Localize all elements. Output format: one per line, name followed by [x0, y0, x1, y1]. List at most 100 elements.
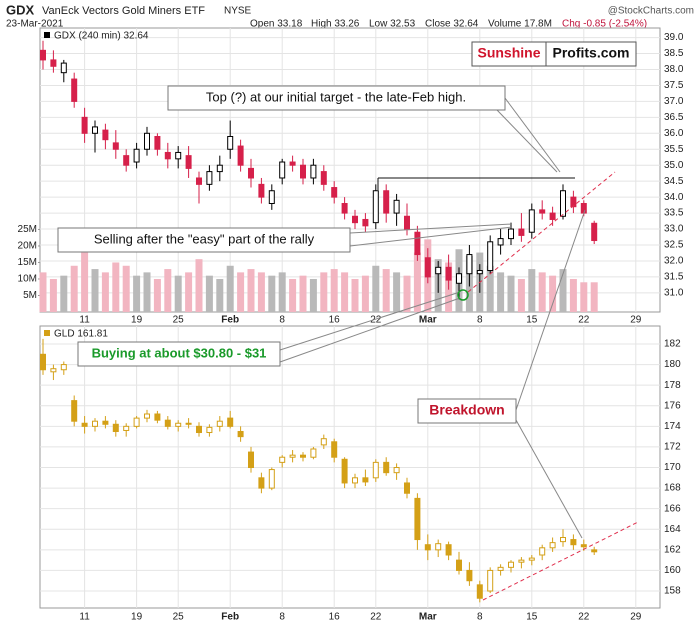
x-tick-label: 8	[477, 612, 483, 623]
volume-tick-label: 10M	[18, 274, 37, 285]
candle-body	[144, 413, 150, 419]
candle-body	[320, 438, 327, 446]
candle-body	[549, 212, 556, 220]
y-tick-label: 31.5	[664, 272, 684, 283]
candle-body	[539, 547, 546, 556]
candle-body	[112, 142, 119, 150]
candle-body	[258, 477, 265, 489]
x-tick-label: 29	[630, 612, 642, 623]
y-tick-label: 158	[664, 586, 681, 597]
y-tick-label: 182	[664, 339, 681, 350]
candle-body	[60, 62, 67, 74]
candle-body	[310, 164, 317, 179]
legend-swatch	[44, 32, 50, 38]
volume-bar	[174, 275, 182, 312]
y-tick-label: 38.0	[664, 64, 684, 75]
plot-frame	[39, 325, 661, 609]
candle-body	[528, 557, 535, 561]
y-tick-label: 174	[664, 421, 681, 432]
candle-body	[196, 425, 202, 434]
x-tick-label: 8	[477, 315, 483, 326]
volume-bar	[330, 269, 338, 312]
candle-body	[279, 161, 286, 179]
volume-bar	[60, 275, 68, 312]
volume-tick-label: 5M	[23, 290, 37, 301]
volume-bar	[341, 272, 349, 312]
candle-body	[227, 417, 234, 427]
source: @StockCharts.com	[608, 6, 694, 17]
y-tick-label: 33.5	[664, 208, 684, 219]
y-tick-label: 170	[664, 462, 681, 473]
candle-body	[300, 164, 306, 179]
callout-text: Top (?) at our initial target - the late…	[206, 89, 466, 104]
candle-body	[206, 171, 213, 185]
y-tick-label: 172	[664, 442, 681, 453]
candle-body	[560, 537, 566, 543]
header: GDX VanEck Vectors Gold Miners ETF NYSE …	[6, 2, 694, 29]
y-tick-label: 162	[664, 544, 681, 555]
candle-body	[383, 190, 390, 214]
candle-body	[50, 368, 57, 373]
y-tick-label: 38.5	[664, 48, 684, 59]
candle-body	[102, 129, 109, 141]
candle-body	[81, 422, 88, 427]
candle-body	[81, 116, 88, 134]
candle-body	[331, 441, 338, 458]
candle-body	[352, 477, 358, 484]
x-tick-label: 22	[370, 612, 382, 623]
candle-body	[268, 469, 275, 489]
volume-bar	[549, 275, 557, 312]
candle-body	[560, 190, 566, 217]
pointer	[504, 97, 561, 173]
candle-body	[591, 222, 598, 242]
volume-bar	[528, 269, 536, 312]
callout-text: Selling after the "easy" part of the ral…	[94, 231, 315, 246]
candle-body	[341, 458, 348, 484]
x-tick-label: 11	[79, 612, 90, 623]
volume-bar	[101, 272, 109, 312]
candle-body	[466, 254, 473, 275]
candle-body	[580, 203, 587, 214]
candle-body	[196, 177, 202, 185]
security-name: VanEck Vectors Gold Miners ETF	[42, 5, 205, 17]
y-tick-label: 180	[664, 359, 681, 370]
candle-body	[476, 584, 483, 599]
candle-body	[164, 151, 171, 160]
candle-body	[341, 203, 348, 214]
volume-bar	[81, 252, 89, 312]
candle-body	[60, 364, 67, 371]
brand: Profits.com	[552, 45, 629, 61]
quote: Close 32.64	[425, 19, 479, 30]
candle-body	[164, 419, 171, 427]
pointer	[349, 226, 513, 247]
y-tick-label: 35.5	[664, 144, 684, 155]
volume-bar	[164, 269, 172, 312]
x-tick-label: Mar	[419, 612, 437, 623]
volume-bar	[268, 275, 276, 312]
volume-bar	[112, 262, 120, 312]
quote: Open 33.18	[250, 19, 303, 30]
candle-body	[487, 569, 494, 592]
candle-body	[445, 266, 452, 281]
x-tick-label: 22	[578, 315, 590, 326]
annotations: Top (?) at our initial target - the late…	[57, 41, 639, 601]
exchange: NYSE	[224, 6, 252, 17]
volume-bar	[580, 282, 588, 312]
y-tick-label: 33.0	[664, 224, 684, 235]
y-tick-label: 34.0	[664, 192, 684, 203]
x-tick-label: 25	[173, 612, 185, 623]
candle-body	[71, 78, 78, 102]
volume-tick-label: 20M	[18, 241, 37, 252]
plot-frame	[39, 27, 661, 313]
x-tick-label: Mar	[419, 315, 437, 326]
candle-body	[549, 542, 556, 549]
candle-body	[331, 187, 338, 198]
y-tick-label: 37.0	[664, 96, 684, 107]
candle-body	[362, 477, 369, 483]
y-tick-label: 168	[664, 483, 681, 494]
candle-body	[92, 420, 98, 427]
candle-body	[424, 257, 431, 278]
y-tick-label: 166	[664, 503, 681, 514]
pointer	[349, 223, 513, 234]
callout-box	[417, 398, 517, 424]
